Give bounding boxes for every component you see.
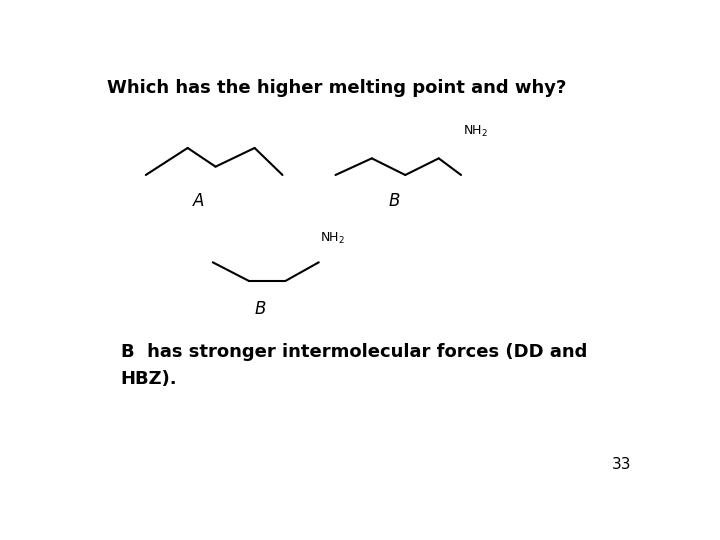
Text: B: B	[388, 192, 400, 210]
Text: NH$_2$: NH$_2$	[320, 231, 346, 246]
Text: B: B	[254, 300, 266, 318]
Text: 33: 33	[612, 457, 631, 472]
Text: Which has the higher melting point and why?: Which has the higher melting point and w…	[107, 79, 566, 97]
Text: B  has stronger intermolecular forces (DD and: B has stronger intermolecular forces (DD…	[121, 343, 587, 361]
Text: NH$_2$: NH$_2$	[463, 124, 487, 139]
Text: A: A	[193, 192, 204, 210]
Text: HBZ).: HBZ).	[121, 370, 177, 388]
